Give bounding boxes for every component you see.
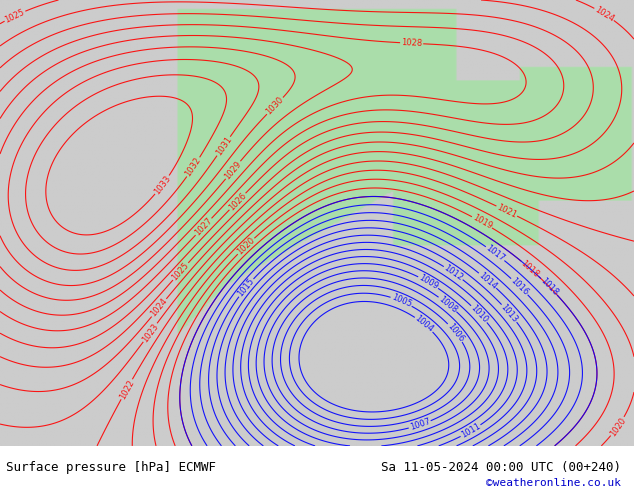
Text: 1027: 1027 — [193, 216, 214, 238]
Text: 1009: 1009 — [417, 273, 439, 292]
Text: 1020: 1020 — [235, 236, 257, 257]
Text: 1007: 1007 — [408, 417, 431, 432]
Text: 1025: 1025 — [171, 261, 191, 282]
Text: 1018: 1018 — [538, 276, 560, 297]
Text: 1010: 1010 — [469, 303, 489, 324]
Text: 1026: 1026 — [227, 191, 248, 212]
Text: 1025: 1025 — [3, 7, 26, 24]
Text: 1014: 1014 — [477, 270, 498, 291]
Text: 1004: 1004 — [413, 314, 435, 334]
Text: 1016: 1016 — [509, 276, 530, 297]
Text: 1013: 1013 — [499, 302, 520, 324]
Text: Sa 11-05-2024 00:00 UTC (00+240): Sa 11-05-2024 00:00 UTC (00+240) — [381, 462, 621, 474]
Text: 1021: 1021 — [495, 202, 518, 220]
Text: 1006: 1006 — [445, 321, 465, 343]
Text: 1030: 1030 — [264, 95, 285, 117]
Text: 1012: 1012 — [442, 263, 465, 283]
Text: 1029: 1029 — [223, 159, 243, 181]
Text: 1005: 1005 — [390, 293, 413, 310]
Text: 1019: 1019 — [470, 213, 493, 231]
Text: 1017: 1017 — [484, 244, 507, 264]
Text: 1015: 1015 — [236, 277, 256, 298]
Text: 1024: 1024 — [593, 5, 616, 24]
Text: ©weatheronline.co.uk: ©weatheronline.co.uk — [486, 478, 621, 488]
Text: 1008: 1008 — [437, 294, 459, 315]
Text: 1032: 1032 — [184, 156, 203, 178]
Text: Surface pressure [hPa] ECMWF: Surface pressure [hPa] ECMWF — [6, 462, 216, 474]
Text: 1018: 1018 — [519, 258, 541, 279]
Text: 1033: 1033 — [152, 174, 172, 196]
Text: 1020: 1020 — [608, 416, 628, 438]
Text: 1011: 1011 — [460, 422, 482, 440]
Text: 1022: 1022 — [118, 378, 136, 401]
Text: 1024: 1024 — [149, 297, 169, 318]
Text: 1023: 1023 — [140, 321, 160, 343]
Text: 1028: 1028 — [401, 38, 422, 48]
Text: 1031: 1031 — [214, 135, 233, 157]
